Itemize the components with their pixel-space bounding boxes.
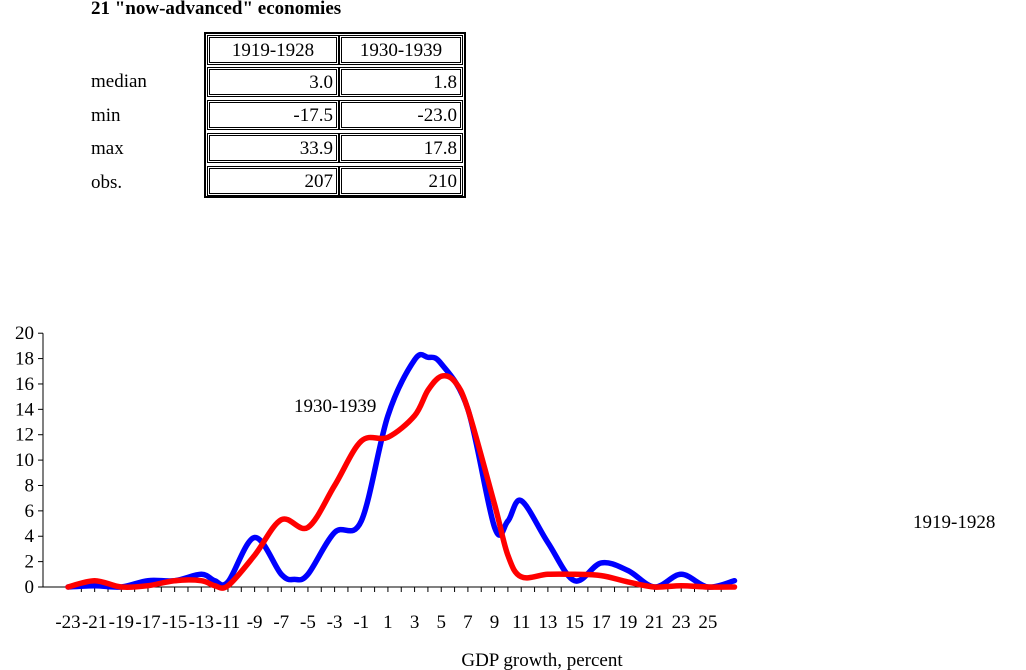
stats-label-obs: obs.	[91, 172, 123, 193]
x-tick-label: -7	[273, 612, 289, 633]
stats-obs-1919-1928: 207	[207, 166, 339, 196]
x-tick-label: -15	[162, 612, 187, 633]
x-tick-label: -1	[353, 612, 369, 633]
x-tick-label: -13	[189, 612, 214, 633]
y-tick-label: 18	[15, 349, 34, 370]
x-tick-label: -19	[109, 612, 134, 633]
annotation-1930-1939: 1930-1939	[294, 396, 377, 417]
y-tick-label: 14	[15, 399, 35, 420]
stats-label-median: median	[91, 71, 147, 92]
y-tick-label: 4	[25, 526, 35, 547]
stats-obs-1930-1939: 210	[339, 166, 463, 196]
x-tick-label: 11	[512, 612, 530, 633]
annotation-1919-1928: 1919-1928	[913, 512, 996, 533]
x-tick-label: 5	[436, 612, 446, 633]
x-tick-label: 17	[592, 612, 611, 633]
x-tick-label: -3	[327, 612, 343, 633]
x-tick-label: -23	[55, 612, 80, 633]
stats-table-frame	[204, 32, 466, 198]
x-tick-label: -9	[247, 612, 263, 633]
stats-label-max: max	[91, 138, 124, 159]
x-tick-label: 13	[538, 612, 557, 633]
x-tick-label: 19	[618, 612, 637, 633]
y-tick-label: 8	[25, 475, 35, 496]
series-line-1919-1928	[65, 351, 738, 590]
x-tick-label: -11	[216, 612, 241, 633]
x-tick-label: 7	[463, 612, 473, 633]
y-tick-label: 0	[25, 577, 35, 598]
stats-min-1930-1939: -23.0	[339, 100, 463, 130]
stats-label-min: min	[91, 105, 121, 126]
x-tick-label: 9	[490, 612, 500, 633]
x-tick-label: -17	[135, 612, 160, 633]
y-tick-label: 2	[25, 552, 35, 573]
x-tick-label: 3	[410, 612, 420, 633]
stats-min-1919-1928: -17.5	[207, 100, 339, 130]
x-tick-label: 23	[672, 612, 691, 633]
y-tick-label: 20	[15, 323, 34, 344]
stats-median-1930-1939: 1.8	[339, 67, 463, 97]
stats-max-1930-1939: 17.8	[339, 133, 463, 163]
x-tick-label: -21	[82, 612, 107, 633]
stats-header-1930-1939: 1930-1939	[339, 35, 463, 65]
y-tick-label: 12	[15, 425, 34, 446]
x-tick-label: 25	[698, 612, 717, 633]
x-tick-label: 15	[565, 612, 584, 633]
series-line-1930-1939	[65, 372, 738, 591]
y-tick-label: 16	[15, 374, 34, 395]
x-tick-label: 1	[383, 612, 393, 633]
stats-median-1919-1928: 3.0	[207, 67, 339, 97]
chart-subtitle: 21 "now-advanced" economies	[91, 0, 342, 19]
y-tick-label: 6	[25, 501, 35, 522]
x-tick-label: 21	[645, 612, 664, 633]
y-tick-label: 10	[15, 450, 34, 471]
x-tick-label: -5	[300, 612, 316, 633]
x-axis-title: GDP growth, percent	[461, 650, 623, 670]
stats-max-1919-1928: 33.9	[207, 133, 339, 163]
stats-header-1919-1928: 1919-1928	[207, 35, 339, 65]
